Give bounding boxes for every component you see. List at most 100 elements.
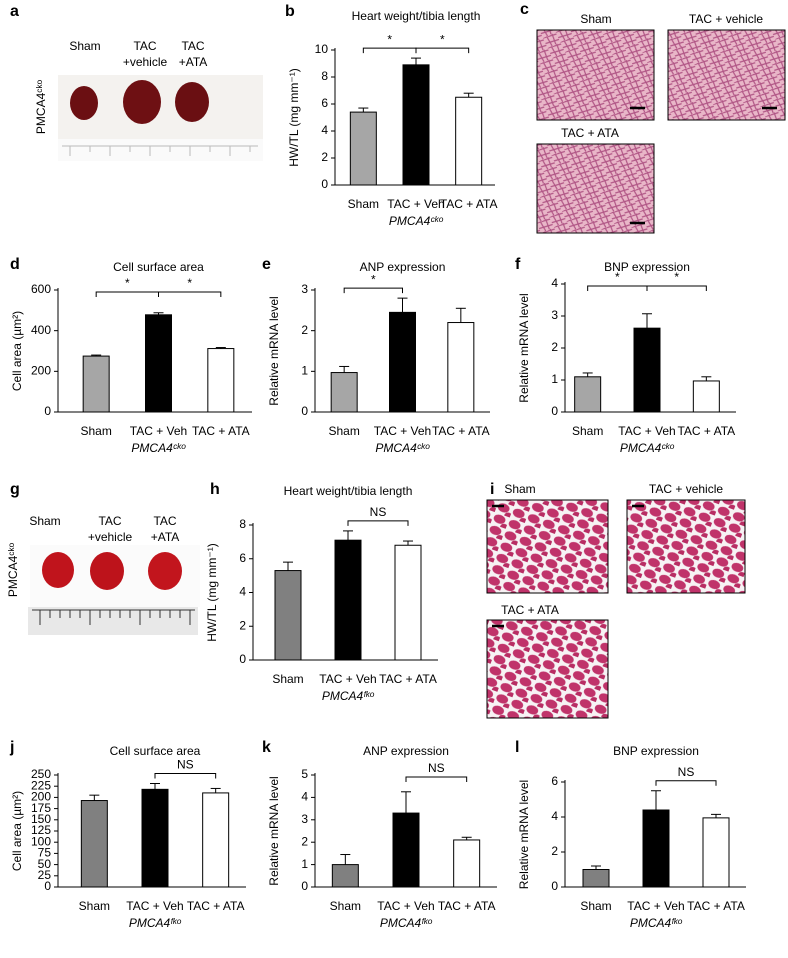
y-tick-label: 250 xyxy=(31,767,51,781)
x-tick-label: Sham xyxy=(79,899,110,913)
x-tick-label: Sham xyxy=(348,197,379,211)
y-axis-label: Relative mRNA level xyxy=(267,776,281,885)
x-tick-label: TAC + Veh xyxy=(387,197,444,211)
significance-label: NS xyxy=(370,505,387,519)
x-axis-label: PMCA4ᶠᵏᵒ xyxy=(322,689,375,703)
x-tick-label: TAC + ATA xyxy=(379,672,437,686)
significance-bracket xyxy=(343,287,403,294)
x-tick-label: TAC + Veh xyxy=(319,672,376,686)
x-axis-label: PMCA4ᶜᵏᵒ xyxy=(620,441,674,455)
significance-label: NS xyxy=(678,765,695,779)
x-tick-label: Sham xyxy=(580,899,611,913)
bar xyxy=(141,788,169,888)
panel-letter: j xyxy=(9,739,14,756)
histology-image xyxy=(486,499,609,594)
y-axis-label: Relative mRNA level xyxy=(517,293,531,402)
heart xyxy=(175,82,209,122)
bar xyxy=(207,348,235,413)
x-tick-label: TAC + ATA xyxy=(432,424,490,438)
y-tick-label: 4 xyxy=(239,585,246,599)
x-tick-label: TAC + Veh xyxy=(627,899,684,913)
y-tick-label: 125 xyxy=(31,823,51,837)
significance-label: * xyxy=(371,272,376,286)
x-tick-label: TAC + ATA xyxy=(440,197,498,211)
x-tick-label: TAC + Veh xyxy=(126,899,183,913)
bar xyxy=(331,864,359,888)
x-tick-label: Sham xyxy=(328,424,359,438)
significance-bracket xyxy=(362,47,417,54)
image-label: TAC + ATA xyxy=(501,603,559,617)
panel-letter: d xyxy=(10,256,20,273)
significance-label: * xyxy=(674,270,679,284)
y-tick-label: 6 xyxy=(551,774,558,788)
bar xyxy=(202,792,230,888)
photo-label: TAC xyxy=(153,514,176,528)
photo-label: TAC xyxy=(133,39,156,53)
photo-label: Sham xyxy=(69,39,100,53)
photo-label: TAC xyxy=(98,514,121,528)
histology-image xyxy=(536,29,655,121)
y-tick-label: 8 xyxy=(239,517,246,531)
y-tick-label: 0 xyxy=(551,879,558,893)
bar xyxy=(582,869,610,888)
y-tick-label: 10 xyxy=(315,42,329,56)
row-label: PMCA4ᶜᵏᵒ xyxy=(34,79,48,134)
bar xyxy=(447,322,475,413)
photo-label: +ATA xyxy=(151,530,180,544)
bar xyxy=(453,839,481,888)
y-tick-label: 2 xyxy=(301,323,308,337)
y-axis-label: Cell area (µm²) xyxy=(10,791,24,871)
y-tick-label: 175 xyxy=(31,801,51,815)
y-tick-label: 0 xyxy=(551,404,558,418)
significance-bracket xyxy=(415,47,470,54)
panel-letter: g xyxy=(10,481,20,498)
scale-bar xyxy=(492,504,644,628)
photo-label: TAC xyxy=(181,39,204,53)
bar xyxy=(633,327,661,413)
y-tick-label: 50 xyxy=(38,857,52,871)
y-tick-label: 2 xyxy=(301,834,308,848)
bar xyxy=(80,800,108,888)
y-tick-label: 3 xyxy=(301,812,308,826)
x-axis-label: PMCA4ᶜᵏᵒ xyxy=(375,441,429,455)
image-label: Sham xyxy=(504,482,535,496)
y-tick-label: 0 xyxy=(321,177,328,191)
heart xyxy=(70,86,98,120)
y-tick-label: 3 xyxy=(551,308,558,322)
heart xyxy=(148,552,182,590)
image-label: Sham xyxy=(580,12,611,26)
y-tick-label: 4 xyxy=(301,790,308,804)
heart xyxy=(90,552,124,590)
y-tick-label: 4 xyxy=(551,809,558,823)
bar xyxy=(702,817,730,888)
significance-bracket xyxy=(587,285,648,291)
x-axis-label: PMCA4ᶠᵏᵒ xyxy=(630,916,683,930)
panel-letter: b xyxy=(285,3,295,20)
significance-label: * xyxy=(187,276,192,290)
y-tick-label: 0 xyxy=(44,879,51,893)
y-tick-label: 0 xyxy=(239,652,246,666)
significance-label: * xyxy=(125,276,130,290)
x-tick-label: TAC + ATA xyxy=(677,424,735,438)
panel-letter: f xyxy=(515,256,521,273)
bar xyxy=(334,539,362,661)
bar xyxy=(145,314,172,413)
y-tick-label: 200 xyxy=(31,364,51,378)
panel-letter: i xyxy=(490,481,494,498)
y-tick-label: 6 xyxy=(239,551,246,565)
x-tick-label: Sham xyxy=(272,672,303,686)
x-axis-label: PMCA4ᶠᵏᵒ xyxy=(380,916,433,930)
panel-letter: h xyxy=(210,481,220,498)
y-axis-label: HW/TL (mg mm⁻¹) xyxy=(287,68,301,167)
y-tick-label: 25 xyxy=(38,868,52,882)
histology-image xyxy=(626,499,746,594)
chart-title: Cell surface area xyxy=(110,744,201,758)
x-tick-label: Sham xyxy=(330,899,361,913)
panel-letter: l xyxy=(515,739,519,756)
chart-title: Heart weight/tibia length xyxy=(284,484,413,498)
y-axis-label: HW/TL (mg mm⁻¹) xyxy=(205,543,219,642)
x-tick-label: TAC + ATA xyxy=(438,899,496,913)
ruler-ticks xyxy=(32,609,195,625)
significance-bracket xyxy=(154,773,217,779)
